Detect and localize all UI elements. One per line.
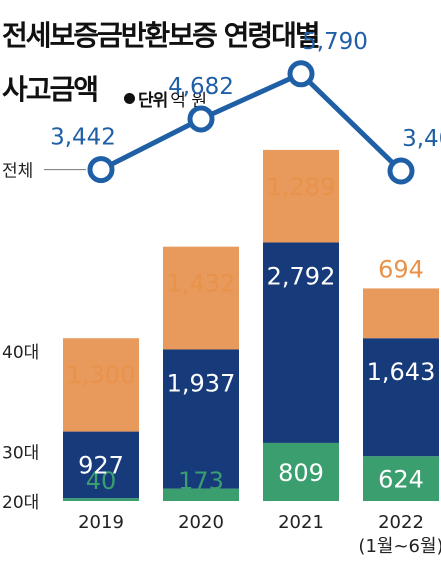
- bar-20s-2021: [263, 442, 339, 501]
- bar-30s-2021: [263, 242, 339, 443]
- bar-20s-2019: [63, 498, 139, 501]
- bar-40s-2022: [363, 288, 439, 339]
- bar-30s-2020: [163, 349, 239, 489]
- y-label-30s: 30대: [2, 444, 39, 464]
- bar-40s-2021: [263, 149, 339, 243]
- bullet-icon: [124, 93, 135, 104]
- x-tick-2022: 2022: [378, 512, 424, 533]
- data-label-20s-2020: 173: [178, 467, 224, 495]
- total-line: [99, 71, 403, 173]
- x-tick-2020: 2020: [178, 512, 224, 533]
- total-series-label: 전체: [2, 162, 33, 182]
- chart-title: 전세보증금반환보증 연령대별: [2, 19, 321, 52]
- bar-30s-2019: [63, 431, 139, 499]
- data-label-40s-2019: 1,300: [67, 361, 136, 389]
- data-label-30s-2020: 1,937: [167, 370, 236, 398]
- total-label-2021: 5,790: [302, 29, 368, 55]
- data-label-20s-2022: 624: [378, 466, 424, 494]
- bar-20s-2022: [363, 456, 439, 501]
- y-label-20s: 20대: [2, 493, 39, 513]
- total-label-2020: 4,682: [168, 74, 234, 100]
- data-label-30s-2022: 1,643: [367, 358, 436, 386]
- data-label-40s-2022: 694: [378, 255, 424, 283]
- total-point-2020: [187, 105, 215, 133]
- total-label-2022: 3,407: [402, 126, 441, 152]
- total-point-2022: [387, 157, 415, 185]
- data-label-20s-2021: 809: [278, 459, 324, 487]
- bar-20s-2020: [163, 488, 239, 501]
- chart-title-line2: 사고금액: [2, 73, 99, 106]
- x-tick-2019: 2019: [78, 512, 124, 533]
- bar-40s-2020: [163, 246, 239, 350]
- total-label-2019: 3,442: [50, 125, 116, 151]
- bar-40s-2019: [63, 338, 139, 432]
- unit-label: 단위: [138, 91, 168, 111]
- data-label-40s-2020: 1,432: [167, 270, 236, 298]
- x-tick-2021: 2021: [278, 512, 324, 533]
- data-label-30s-2019: 927: [78, 452, 124, 480]
- data-label-20s-2019: 40: [86, 467, 117, 495]
- total-point-2021: [287, 60, 315, 88]
- data-label-40s-2021: 1,289: [267, 173, 336, 201]
- x-tick-sublabel-2022: (1월~6월): [358, 536, 441, 557]
- y-label-40s: 40대: [2, 343, 39, 363]
- bar-30s-2022: [363, 338, 439, 457]
- data-label-30s-2021: 2,792: [267, 262, 336, 290]
- total-point-2019: [87, 156, 115, 184]
